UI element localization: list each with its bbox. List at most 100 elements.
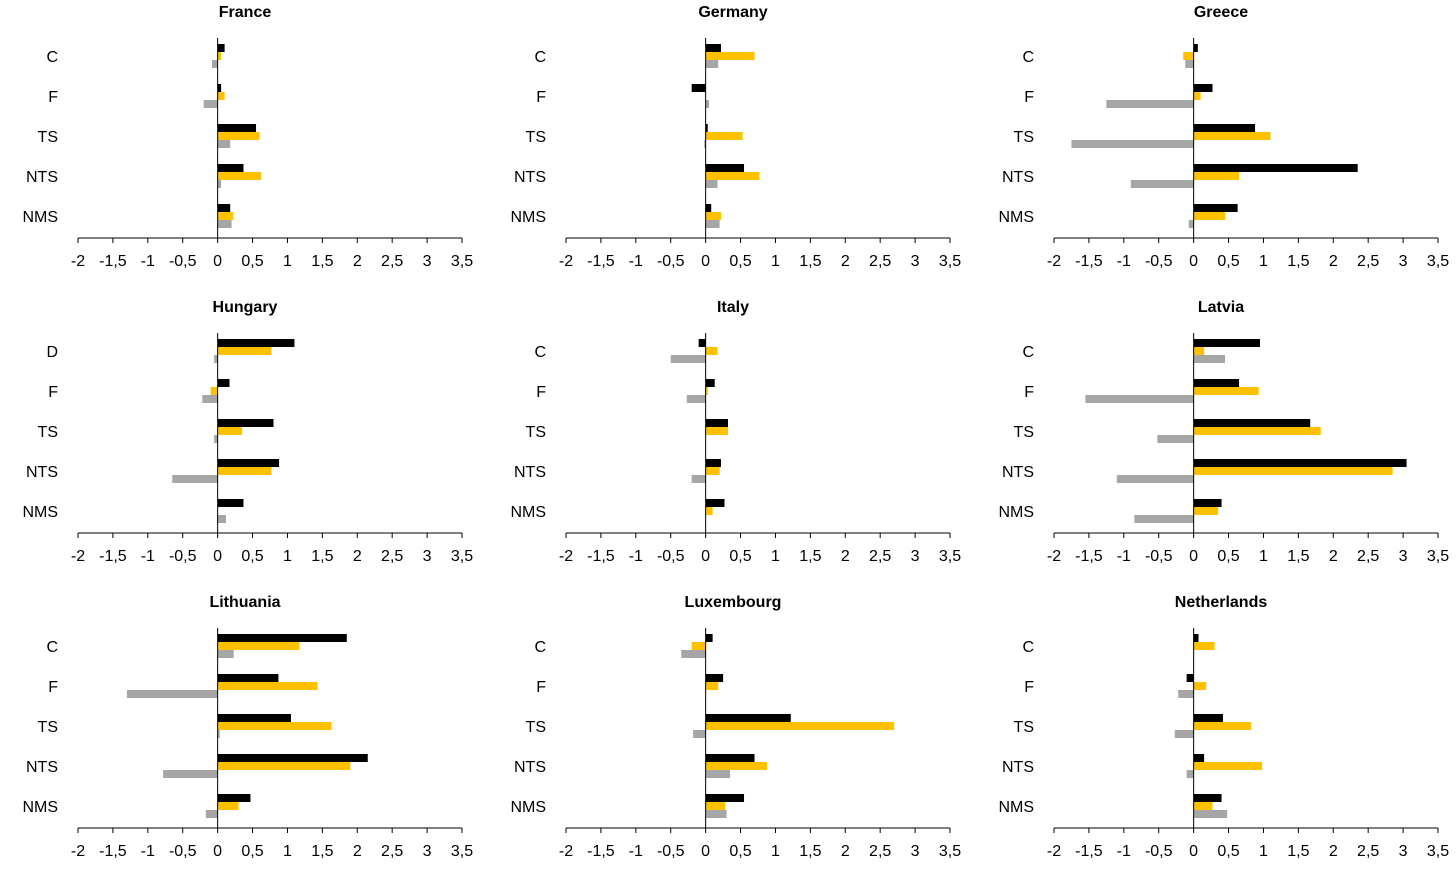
category-label: NTS xyxy=(514,759,546,776)
x-tick-label: 2,5 xyxy=(869,253,891,270)
bar xyxy=(706,220,720,228)
x-tick-label: -1,5 xyxy=(99,843,127,860)
category-label: F xyxy=(1024,384,1034,401)
x-tick-label: 2 xyxy=(841,548,850,565)
x-tick-label: 1,5 xyxy=(799,253,821,270)
category-label: TS xyxy=(1014,129,1034,146)
x-tick-label: 0,5 xyxy=(241,253,263,270)
x-tick-label: 2,5 xyxy=(1357,843,1379,860)
x-tick-label: 2 xyxy=(353,548,362,565)
x-tick-label: -2 xyxy=(559,548,573,565)
x-tick-label: 0 xyxy=(213,548,222,565)
category-label: NMS xyxy=(998,209,1034,226)
x-tick-label: 3 xyxy=(1399,548,1408,565)
x-tick-label: 3,5 xyxy=(1427,843,1449,860)
x-tick-label: 0,5 xyxy=(1217,548,1239,565)
bar xyxy=(692,84,706,92)
bar xyxy=(218,84,221,92)
bar xyxy=(218,339,295,347)
category-label: NTS xyxy=(26,759,58,776)
x-tick-label: 0,5 xyxy=(1217,253,1239,270)
bar xyxy=(218,642,300,650)
x-tick-label: 1,5 xyxy=(1287,253,1309,270)
x-tick-label: -2 xyxy=(71,548,85,565)
x-tick-label: 0,5 xyxy=(241,548,263,565)
bar xyxy=(1194,682,1207,690)
x-tick-label: 1,5 xyxy=(311,253,333,270)
bar xyxy=(1194,339,1260,347)
bar xyxy=(1194,722,1251,730)
bar xyxy=(1194,164,1358,172)
bar xyxy=(1194,634,1199,642)
bar xyxy=(706,802,726,810)
x-tick-label: 1 xyxy=(1259,843,1268,860)
x-tick-label: -0,5 xyxy=(169,253,197,270)
x-tick-label: 0,5 xyxy=(729,548,751,565)
bar xyxy=(218,140,231,148)
bar xyxy=(1071,140,1193,148)
category-label: TS xyxy=(1014,719,1034,736)
x-tick-label: 2 xyxy=(353,253,362,270)
bar xyxy=(1117,475,1194,483)
bar xyxy=(218,92,225,100)
x-tick-label: -1 xyxy=(141,253,155,270)
bar xyxy=(218,212,233,220)
category-label: C xyxy=(534,344,546,361)
bar xyxy=(1194,427,1321,435)
bar xyxy=(218,714,291,722)
x-tick-label: -0,5 xyxy=(169,548,197,565)
bar xyxy=(706,379,715,387)
category-label: D xyxy=(46,344,58,361)
bar xyxy=(1194,499,1222,507)
bar xyxy=(706,754,755,762)
bar xyxy=(1194,642,1215,650)
x-tick-label: 3 xyxy=(911,548,920,565)
x-tick-label: 2,5 xyxy=(381,548,403,565)
x-tick-label: -1 xyxy=(141,843,155,860)
bar xyxy=(218,682,318,690)
bar xyxy=(218,722,332,730)
x-tick-label: -1,5 xyxy=(587,253,615,270)
category-label: TS xyxy=(38,719,58,736)
x-tick-label: -1,5 xyxy=(587,548,615,565)
bar xyxy=(671,355,706,363)
bar xyxy=(163,770,217,778)
x-tick-label: -1,5 xyxy=(1075,548,1103,565)
bar xyxy=(692,642,706,650)
x-tick-label: 2,5 xyxy=(381,253,403,270)
bar xyxy=(706,770,730,778)
x-tick-label: 0,5 xyxy=(729,843,751,860)
category-label: C xyxy=(1022,49,1034,66)
bar xyxy=(218,379,230,387)
bar xyxy=(1194,419,1311,427)
x-tick-label: 0 xyxy=(1189,548,1198,565)
bar xyxy=(693,730,706,738)
x-tick-label: 3,5 xyxy=(1427,253,1449,270)
bar xyxy=(211,387,218,395)
category-label: F xyxy=(1024,89,1034,106)
bar xyxy=(706,180,718,188)
x-tick-label: -0,5 xyxy=(657,548,685,565)
x-tick-label: -2 xyxy=(1047,548,1061,565)
bar xyxy=(172,475,217,483)
bar xyxy=(218,754,368,762)
x-tick-label: 1 xyxy=(283,548,292,565)
x-tick-label: 2 xyxy=(1329,843,1338,860)
bar xyxy=(1178,690,1193,698)
x-tick-label: 0,5 xyxy=(241,843,263,860)
bar xyxy=(1194,132,1271,140)
bar xyxy=(218,180,221,188)
bar xyxy=(1134,515,1193,523)
bar xyxy=(706,419,728,427)
x-tick-label: 0,5 xyxy=(729,253,751,270)
bar xyxy=(127,690,218,698)
x-tick-label: -2 xyxy=(559,253,573,270)
bar xyxy=(1194,754,1204,762)
bar xyxy=(1175,730,1194,738)
bar xyxy=(692,475,706,483)
